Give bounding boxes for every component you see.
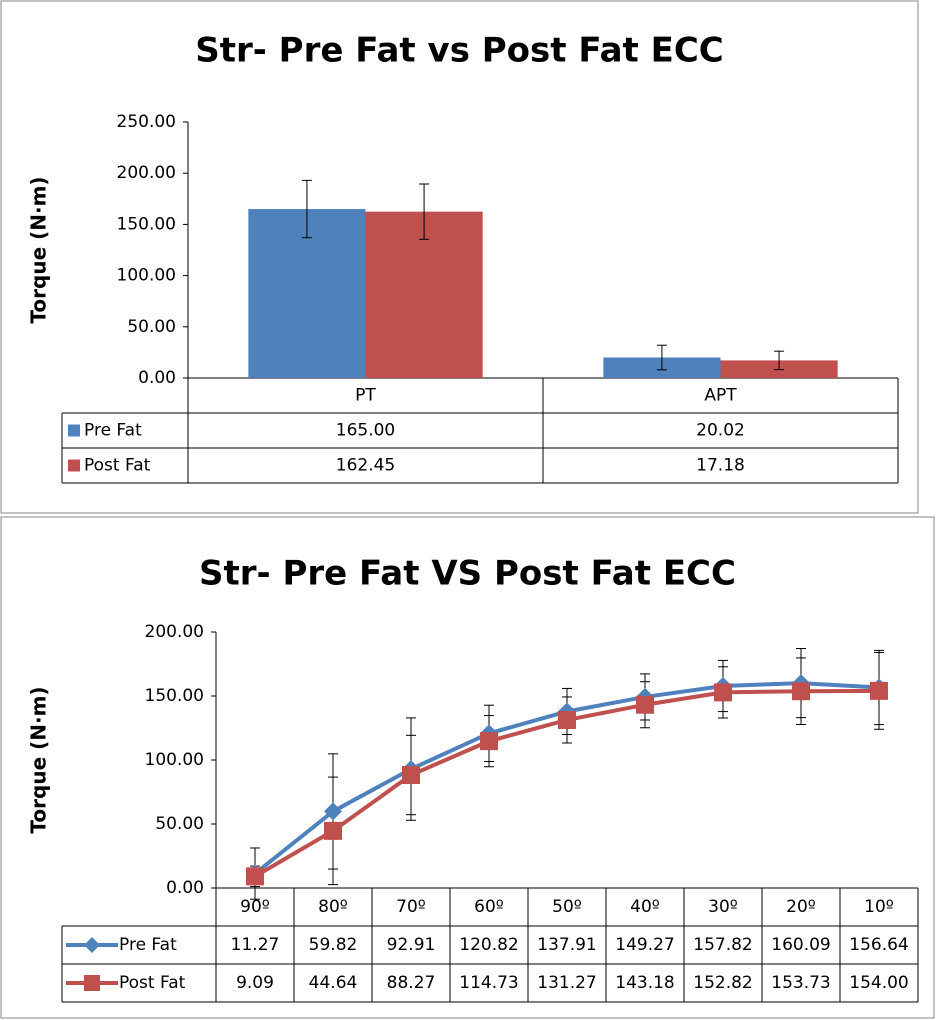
legend-label: Pre Fat — [84, 421, 142, 441]
x-tick-label: 80º — [318, 897, 348, 917]
chart-title: Str- Pre Fat VS Post Fat ECC — [199, 554, 736, 594]
table-value: 156.64 — [849, 935, 908, 955]
marker — [402, 766, 420, 785]
y-tick-label: 250.00 — [117, 112, 176, 132]
y-tick-label: 0.00 — [138, 368, 176, 388]
legend-key — [68, 459, 80, 472]
table-value: 59.82 — [309, 935, 358, 955]
marker — [792, 682, 810, 701]
x-tick-label: 20º — [786, 897, 816, 917]
legend-label: Pre Fat — [119, 935, 177, 955]
chart-title: Str- Pre Fat vs Post Fat ECC — [195, 31, 724, 71]
table-value: 152.82 — [693, 973, 752, 993]
x-tick-label: APT — [704, 386, 737, 406]
table-value: 20.02 — [696, 421, 745, 441]
table-value: 131.27 — [537, 973, 596, 993]
x-tick-label: 40º — [630, 897, 660, 917]
table-value: 137.91 — [537, 935, 596, 955]
marker — [714, 683, 732, 702]
table-value: 143.18 — [615, 973, 674, 993]
marker — [480, 732, 498, 751]
x-tick-label: 10º — [864, 897, 894, 917]
x-tick-label: 30º — [708, 897, 738, 917]
table-value: 153.73 — [771, 973, 830, 993]
marker — [324, 821, 342, 840]
y-tick-label: 0.00 — [166, 878, 204, 898]
table-value: 149.27 — [615, 935, 674, 955]
marker — [246, 867, 264, 886]
chart-border — [0, 516, 935, 1019]
legend-key — [84, 937, 100, 953]
table-value: 9.09 — [236, 973, 274, 993]
y-tick-label: 100.00 — [145, 750, 204, 770]
chart-border — [0, 0, 919, 514]
x-tick-label: 90º — [240, 897, 270, 917]
table-value: 88.27 — [387, 973, 436, 993]
y-tick-label: 200.00 — [117, 163, 176, 183]
legend-label: Post Fat — [84, 456, 151, 476]
table-value: 162.45 — [336, 456, 395, 476]
y-tick-label: 150.00 — [145, 686, 204, 706]
x-tick-label: 70º — [396, 897, 426, 917]
marker — [636, 695, 654, 714]
table-value: 17.18 — [696, 456, 745, 476]
table-value: 160.09 — [771, 935, 830, 955]
y-axis-title: Torque (N·m) — [27, 176, 51, 323]
y-tick-label: 50.00 — [155, 814, 204, 834]
y-tick-label: 100.00 — [117, 266, 176, 286]
marker — [870, 681, 888, 700]
table-value: 92.91 — [387, 935, 436, 955]
y-tick-label: 200.00 — [145, 622, 204, 642]
table-value: 44.64 — [309, 973, 358, 993]
y-axis-title: Torque (N·m) — [27, 686, 51, 833]
x-tick-label: PT — [355, 386, 376, 406]
table-value: 157.82 — [693, 935, 752, 955]
table-value: 120.82 — [459, 935, 518, 955]
legend-key — [84, 975, 100, 991]
table-value: 165.00 — [336, 421, 395, 441]
legend-label: Post Fat — [119, 973, 186, 993]
marker — [558, 710, 576, 729]
table-value: 154.00 — [849, 973, 908, 993]
legend-key — [68, 424, 80, 437]
marker — [324, 802, 342, 821]
y-tick-label: 50.00 — [127, 317, 176, 337]
table-value: 11.27 — [231, 935, 280, 955]
x-tick-label: 50º — [552, 897, 582, 917]
x-tick-label: 60º — [474, 897, 504, 917]
y-tick-label: 150.00 — [117, 214, 176, 234]
table-value: 114.73 — [459, 973, 518, 993]
